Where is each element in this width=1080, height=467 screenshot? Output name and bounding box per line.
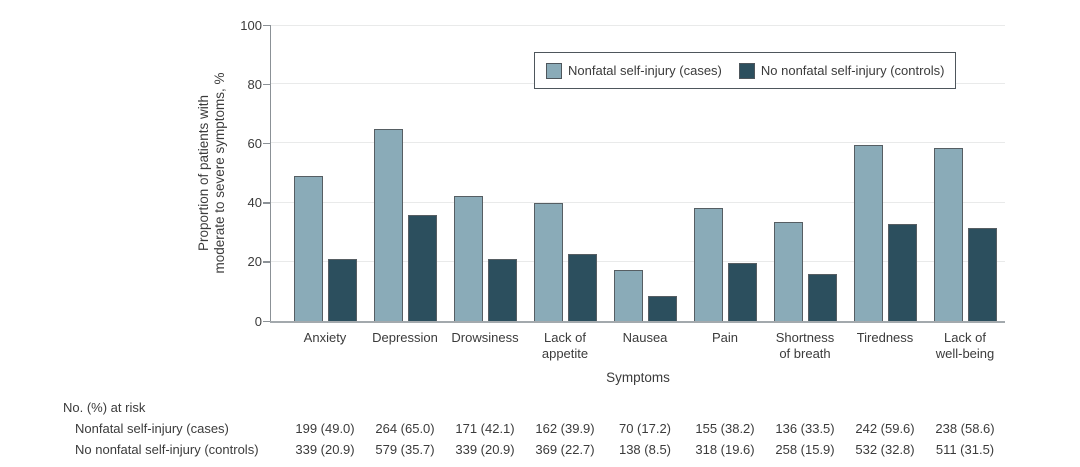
risk-value: 532 (32.8) xyxy=(855,442,915,457)
bar-controls-8 xyxy=(967,227,997,321)
x-category-label-1: Depression xyxy=(372,330,438,345)
y-axis-line xyxy=(269,25,271,323)
risk-value: 238 (58.6) xyxy=(935,421,995,436)
gridline xyxy=(271,201,1005,203)
risk-value: 70 (17.2) xyxy=(618,421,672,436)
y-tick-label: 80 xyxy=(247,76,262,92)
cases-swatch-icon xyxy=(546,62,562,79)
bars-row xyxy=(271,25,1005,321)
x-category-label-3: Lack of appetite xyxy=(541,330,589,361)
bar-cases-2 xyxy=(453,196,483,321)
gridline xyxy=(271,142,1005,144)
risk-row-values: 199 (49.0) 264 (65.0) 171 (42.1) 162 (39.9)… xyxy=(271,421,1005,436)
bar-controls-7 xyxy=(887,223,917,321)
risk-row-label: No nonfatal self-injury (controls) xyxy=(75,442,259,457)
y-tick-mark xyxy=(263,83,270,86)
bar-group-3 xyxy=(525,25,605,321)
risk-row-label: Nonfatal self-injury (cases) xyxy=(75,421,229,436)
x-category-label-5: Pain xyxy=(711,330,739,345)
risk-value: 318 (19.6) xyxy=(695,442,755,457)
risk-value: 242 (59.6) xyxy=(855,421,915,436)
bar-controls-3 xyxy=(567,253,597,321)
plot-area: Nonfatal self-injury (cases) No nonfatal… xyxy=(263,24,1005,323)
risk-value: 511 (31.5) xyxy=(935,442,995,457)
risk-value: 258 (15.9) xyxy=(775,442,835,457)
risk-value: 579 (35.7) xyxy=(375,442,435,457)
bar-cases-3 xyxy=(533,202,563,321)
risk-value: 136 (33.5) xyxy=(775,421,835,436)
y-tick-label: 60 xyxy=(247,135,262,151)
y-tick-mark xyxy=(263,24,270,26)
bar-cases-8 xyxy=(933,147,963,321)
x-category-label-8: Lack of well-being xyxy=(935,330,995,361)
risk-value: 138 (8.5) xyxy=(618,442,672,457)
bar-controls-2 xyxy=(487,259,517,321)
legend-label-cases: Nonfatal self-injury (cases) xyxy=(568,63,722,78)
bar-group-0 xyxy=(285,25,365,321)
bar-group-4 xyxy=(605,25,685,321)
risk-value: 199 (49.0) xyxy=(295,421,355,436)
bar-cases-6 xyxy=(773,221,803,321)
risk-value: 339 (20.9) xyxy=(455,442,515,457)
y-tick-label: 20 xyxy=(247,254,262,270)
y-tick-label: 0 xyxy=(254,313,262,329)
legend-item-controls: No nonfatal self-injury (controls) xyxy=(738,62,945,79)
x-category-label-2: Drowsiness xyxy=(451,330,519,345)
bar-group-5 xyxy=(685,25,765,321)
bar-cases-1 xyxy=(373,128,403,321)
bar-controls-4 xyxy=(647,295,677,321)
x-category-label-6: Shortness of breath xyxy=(775,330,835,361)
y-tick-mark xyxy=(263,261,270,263)
bar-cases-7 xyxy=(853,144,883,321)
bar-controls-6 xyxy=(807,273,837,321)
risk-value: 369 (22.7) xyxy=(535,442,595,457)
x-category-label-4: Nausea xyxy=(622,330,668,345)
bar-group-1 xyxy=(365,25,445,321)
x-category-label-0: Anxiety xyxy=(303,330,347,345)
bar-group-7 xyxy=(845,25,925,321)
risk-value: 155 (38.2) xyxy=(695,421,755,436)
bar-controls-5 xyxy=(727,262,757,321)
bar-group-2 xyxy=(445,25,525,321)
legend: Nonfatal self-injury (cases) No nonfatal… xyxy=(534,52,957,89)
risk-row-values: 339 (20.9) 579 (35.7) 339 (20.9) 369 (22.7)… xyxy=(271,442,1005,457)
legend-item-cases: Nonfatal self-injury (cases) xyxy=(546,62,722,79)
bar-group-6 xyxy=(765,25,845,321)
x-axis-line xyxy=(269,321,1005,323)
bar-controls-1 xyxy=(407,215,437,321)
bar-cases-0 xyxy=(293,175,323,321)
gridline xyxy=(271,260,1005,262)
legend-label-controls: No nonfatal self-injury (controls) xyxy=(760,63,945,78)
y-tick-label: 100 xyxy=(240,17,262,33)
risk-value: 162 (39.9) xyxy=(535,421,595,436)
controls-swatch-icon xyxy=(738,62,755,79)
y-tick-mark xyxy=(263,320,270,322)
bar-controls-0 xyxy=(327,259,357,321)
x-category-labels: Anxiety Depression Drowsiness Lack of appet… xyxy=(271,330,1005,361)
y-axis-labels: 0 20 40 60 80 100 xyxy=(190,18,262,329)
x-axis-title: Symptoms xyxy=(606,370,670,385)
y-tick-label: 40 xyxy=(247,195,262,211)
risk-table-header: No. (%) at risk xyxy=(63,400,146,415)
bar-group-8 xyxy=(925,25,1005,321)
risk-value: 264 (65.0) xyxy=(375,421,435,436)
bar-cases-5 xyxy=(693,207,723,321)
risk-value: 171 (42.1) xyxy=(455,421,515,436)
y-tick-mark xyxy=(263,142,270,145)
gridline xyxy=(271,25,1005,26)
y-tick-mark xyxy=(263,202,270,204)
bar-cases-4 xyxy=(613,270,643,321)
risk-value: 339 (20.9) xyxy=(295,442,355,457)
x-category-label-7: Tiredness xyxy=(856,330,914,345)
